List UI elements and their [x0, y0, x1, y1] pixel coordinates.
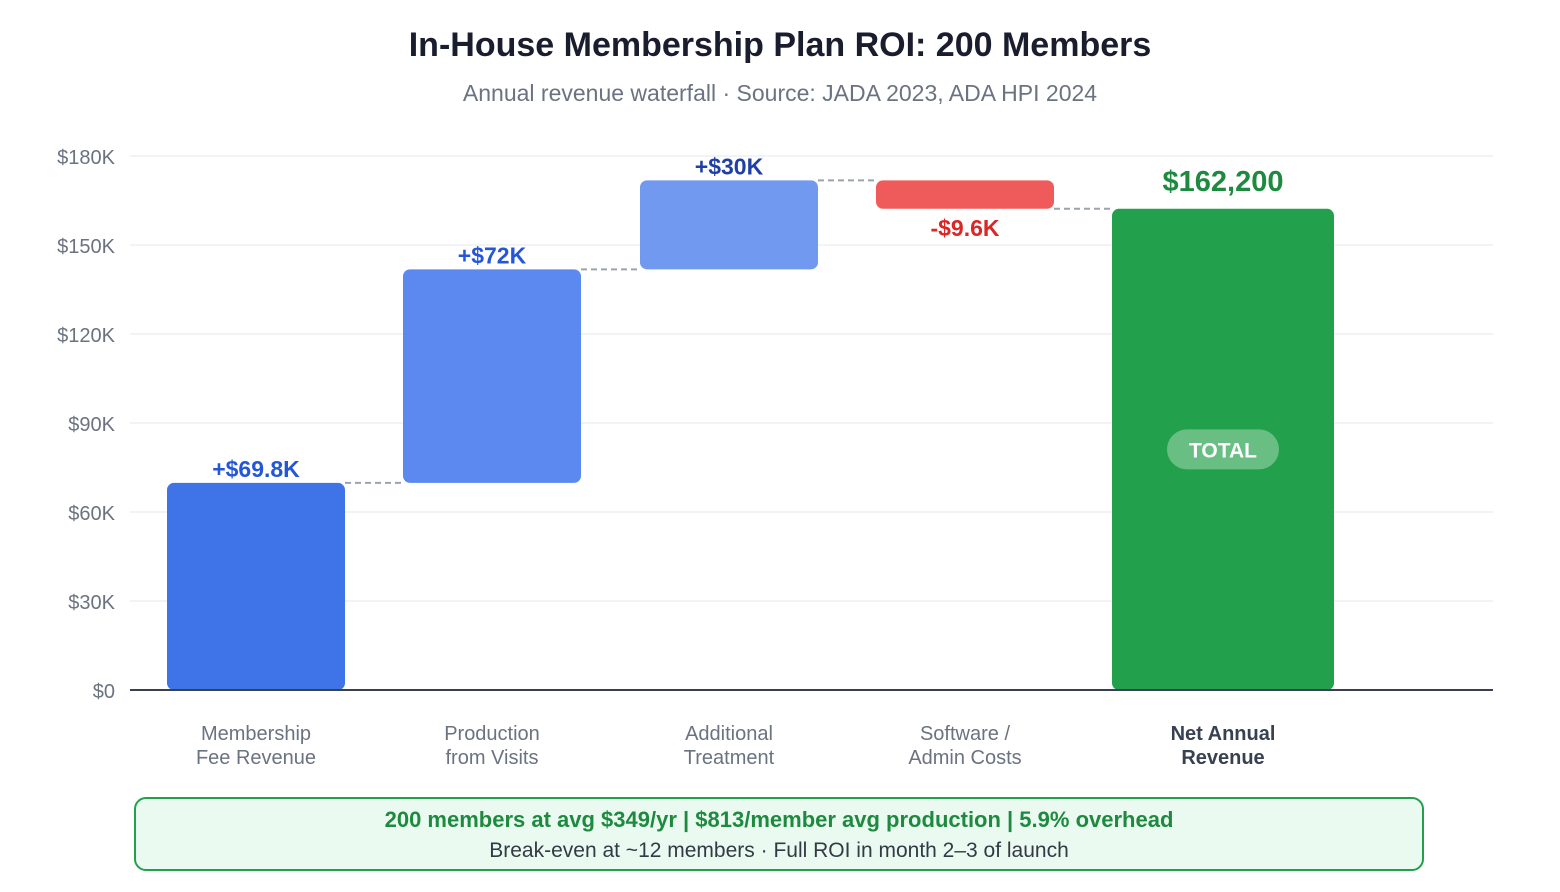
- x-category-label: Fee Revenue: [196, 747, 316, 769]
- y-tick-label: $150K: [57, 236, 115, 258]
- waterfall-bar: [1112, 208, 1334, 690]
- value-label: +$30K: [695, 153, 764, 179]
- waterfall-bar: [403, 269, 581, 483]
- y-tick-label: $120K: [57, 325, 115, 347]
- waterfall-bar: [640, 180, 818, 270]
- x-category-label: Net Annual: [1171, 723, 1276, 745]
- waterfall-chart: $0 $30K $60K $90K $120K $150K $180K +$69.8K Memb…: [57, 147, 1493, 769]
- summary-callout: 200 members at avg $349/yr | $813/member…: [134, 797, 1424, 871]
- value-label: +$69.8K: [212, 456, 300, 482]
- value-label: -$9.6K: [930, 215, 999, 241]
- waterfall-bar: [876, 180, 1054, 209]
- chart-title: In-House Membership Plan ROI: 200 Member…: [408, 26, 1152, 64]
- y-tick-label: $90K: [68, 414, 115, 436]
- callout-stats: 200 members at avg $349/yr | $813/member…: [384, 807, 1174, 832]
- y-tick-label: $60K: [68, 503, 115, 525]
- value-label: +$72K: [458, 242, 527, 268]
- waterfall-bar: [167, 482, 345, 690]
- callout-breakeven: Break-even at ~12 members · Full ROI in …: [489, 839, 1069, 862]
- x-category-label: Revenue: [1181, 747, 1264, 769]
- value-label: $162,200: [1163, 166, 1284, 198]
- y-tick-label: $180K: [57, 147, 115, 169]
- x-category-label: Software /: [920, 723, 1010, 745]
- y-tick-label: $30K: [68, 592, 115, 614]
- x-category-label: Treatment: [684, 747, 775, 769]
- total-badge: [1167, 429, 1279, 470]
- total-badge-label: TOTAL: [1189, 439, 1257, 462]
- x-category-label: Additional: [685, 723, 773, 745]
- x-category-label: from Visits: [446, 747, 539, 769]
- x-category-label: Production: [444, 723, 540, 745]
- x-category-label: Membership: [201, 723, 311, 745]
- y-tick-label: $0: [93, 681, 115, 703]
- x-category-label: Admin Costs: [908, 747, 1021, 769]
- chart-subtitle: Annual revenue waterfall · Source: JADA …: [462, 80, 1098, 106]
